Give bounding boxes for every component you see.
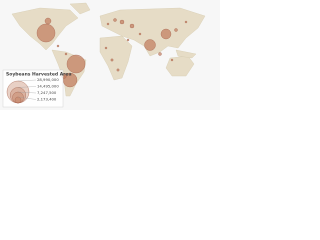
legend-box xyxy=(2,69,64,108)
legend-leader xyxy=(17,86,37,88)
legend-bubble xyxy=(14,96,22,104)
legend-leader xyxy=(17,79,37,82)
legend-leader xyxy=(17,96,37,100)
legend-label: 14,495,000 xyxy=(37,84,59,89)
map-bubbles xyxy=(36,17,188,88)
legend-label: 28,990,000 xyxy=(37,77,59,82)
map: Soybeans Harvested Area 28,990,000 14,495… xyxy=(0,0,220,110)
legend-label: 7,247,500 xyxy=(37,90,57,95)
legend-leader xyxy=(17,91,37,94)
legend-label: 2,173,400 xyxy=(37,97,57,102)
legend-title: Soybeans Harvested Area xyxy=(6,72,72,78)
